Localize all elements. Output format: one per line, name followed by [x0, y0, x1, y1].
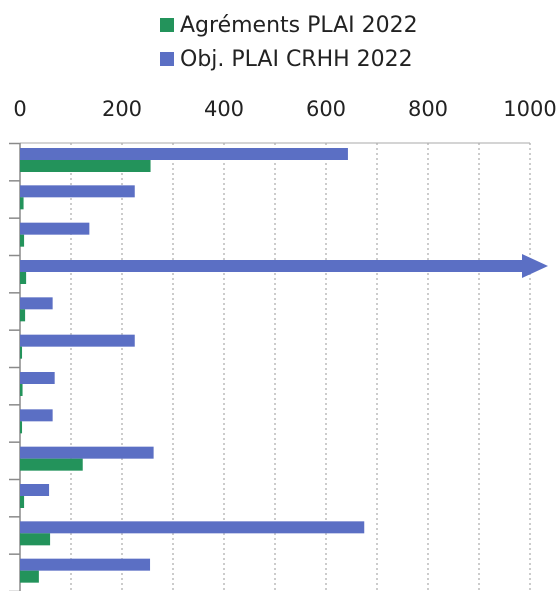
bar-agrements-plai [20, 571, 39, 583]
x-tick-label: 200 [102, 97, 142, 121]
bar-obj-plai [20, 409, 53, 421]
bar-agrements-plai [20, 272, 26, 284]
bar-agrements-plai [20, 421, 22, 433]
bar-agrements-plai [20, 384, 23, 396]
bar-obj-plai [20, 148, 348, 160]
bar-agrements-plai [20, 496, 24, 508]
bar-obj-plai [20, 260, 522, 272]
overflow-arrow [522, 254, 548, 278]
x-tick-label: 0 [13, 97, 26, 121]
bar-agrements-plai [20, 235, 24, 247]
bar-obj-plai [20, 447, 154, 459]
bar-obj-plai [20, 297, 53, 309]
bar-obj-plai [20, 372, 55, 384]
bar-obj-plai [20, 335, 135, 347]
bar-agrements-plai [20, 160, 151, 172]
x-tick-label: 800 [408, 97, 448, 121]
bar-agrements-plai [20, 347, 22, 359]
bar-agrements-plai [20, 197, 24, 209]
bar-obj-plai [20, 223, 89, 235]
x-tick-label: 400 [204, 97, 244, 121]
bar-obj-plai [20, 185, 135, 197]
bar-agrements-plai [20, 459, 83, 471]
x-tick-label: 1000 [503, 97, 556, 121]
bar-obj-plai [20, 484, 49, 496]
bar-obj-plai [20, 521, 364, 533]
x-tick-label: 600 [306, 97, 346, 121]
bar-agrements-plai [20, 309, 25, 321]
bar-obj-plai [20, 559, 150, 571]
bar-agrements-plai [20, 533, 50, 545]
